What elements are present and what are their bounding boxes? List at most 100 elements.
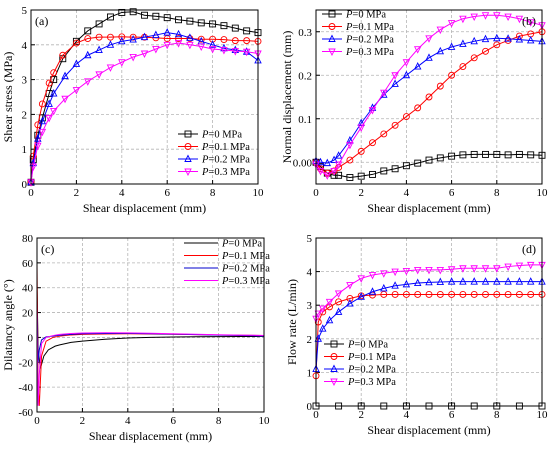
data-point (141, 11, 148, 19)
data-point (118, 33, 126, 41)
x-axis-title: Shear displacement (mm) (83, 201, 206, 215)
data-point (380, 290, 388, 298)
x-tick-label: 2 (80, 415, 86, 427)
y-tick-label: 3 (307, 300, 313, 312)
data-point (504, 151, 512, 159)
data-point (447, 266, 456, 274)
legend-label: P=0.3 MPa (347, 377, 396, 388)
data-point (346, 174, 354, 181)
data-point (425, 266, 433, 275)
data-point (504, 263, 512, 272)
panel-label: (a) (35, 14, 48, 28)
y-tick-label: 1 (22, 144, 28, 156)
series-2 (312, 290, 546, 380)
data-point (380, 89, 388, 98)
legend-marker (184, 130, 192, 138)
x-tick-label: 0 (313, 187, 319, 199)
data-point (106, 40, 115, 48)
data-point (402, 279, 411, 288)
y-tick-label: 4 (22, 40, 28, 52)
data-point (459, 290, 467, 298)
data-point (402, 113, 410, 121)
data-point (346, 282, 354, 290)
data-point (459, 151, 467, 159)
series-line (315, 14, 543, 176)
series-1 (36, 287, 265, 369)
legend-label: P=0.3 MPa (345, 47, 394, 58)
data-point (118, 36, 126, 45)
data-point (208, 40, 217, 48)
data-point (447, 20, 456, 28)
series-3 (312, 277, 546, 372)
data-point (84, 78, 92, 86)
legend-marker (328, 34, 336, 42)
panel-label: (b) (522, 14, 536, 28)
data-point (357, 292, 365, 300)
x-tick-label: 4 (119, 187, 125, 199)
legend-label: P=0 MPa (221, 239, 262, 250)
series-4 (36, 300, 265, 406)
data-point (425, 156, 433, 164)
data-point (334, 307, 343, 315)
data-point (481, 265, 490, 273)
y-axis-title: Flow rate (L/min) (285, 279, 299, 365)
data-point (346, 156, 354, 164)
data-point (152, 46, 160, 54)
data-point (220, 22, 228, 30)
data-point (481, 12, 490, 20)
y-tick-label: 5 (22, 5, 28, 17)
plot-frame (36, 237, 265, 413)
data-point (129, 8, 137, 16)
data-point (526, 261, 535, 270)
y-tick-label: 0.00 (293, 157, 313, 169)
series-line (36, 287, 265, 369)
y-tick-label: 60 (22, 258, 34, 270)
data-point (391, 281, 399, 289)
data-point (208, 46, 217, 54)
chart-panel-4: 0 2 4 6 8 10 0 1 2 3 4 5 Shear displacement (mm) Flow… (285, 233, 548, 437)
chart-panel-2: 0 2 4 6 8 10 0.00 0.1 0.2 0.3 Shear displacement (… (280, 9, 549, 215)
x-tick-label: 4 (404, 187, 410, 199)
data-point (527, 290, 535, 298)
data-point (316, 167, 325, 176)
data-point (330, 155, 338, 164)
data-point (59, 51, 67, 59)
legend-label: P=0.2 MPa (221, 264, 270, 275)
legend-marker (330, 353, 338, 360)
legend-marker (328, 48, 336, 57)
data-point (402, 59, 411, 67)
data-point (50, 69, 58, 77)
data-point (459, 277, 467, 285)
data-point (459, 39, 467, 47)
data-point (84, 50, 92, 59)
data-point (220, 36, 228, 44)
data-point (414, 290, 422, 298)
legend-label: P=0.3 MPa (201, 167, 250, 178)
data-point (323, 172, 332, 180)
series-line (315, 37, 543, 164)
plot-frame (315, 9, 543, 185)
data-point (470, 150, 478, 158)
data-point (413, 278, 422, 286)
data-point (186, 41, 194, 50)
data-point (72, 59, 81, 67)
data-point (61, 95, 69, 104)
data-point (346, 295, 354, 302)
legend-label: P=0.1 MPa (345, 22, 394, 33)
x-tick-label: 10 (253, 187, 265, 199)
legend-label: P=0.1 MPa (201, 142, 250, 153)
data-point (129, 33, 137, 41)
plot-frame (315, 237, 543, 407)
data-point (163, 14, 171, 22)
data-point (326, 303, 334, 311)
x-tick-label: 10 (537, 187, 549, 199)
data-point (425, 277, 433, 286)
chart-panel-3: 0 2 4 6 8 10 -60 -40 -20 0 20 40 60 80 Shear displacem… (1, 233, 270, 443)
data-point (402, 162, 410, 170)
data-point (118, 8, 126, 16)
legend-marker (328, 23, 336, 30)
data-point (504, 290, 512, 298)
legend-marker (330, 364, 338, 372)
x-tick-label: 8 (494, 409, 500, 421)
